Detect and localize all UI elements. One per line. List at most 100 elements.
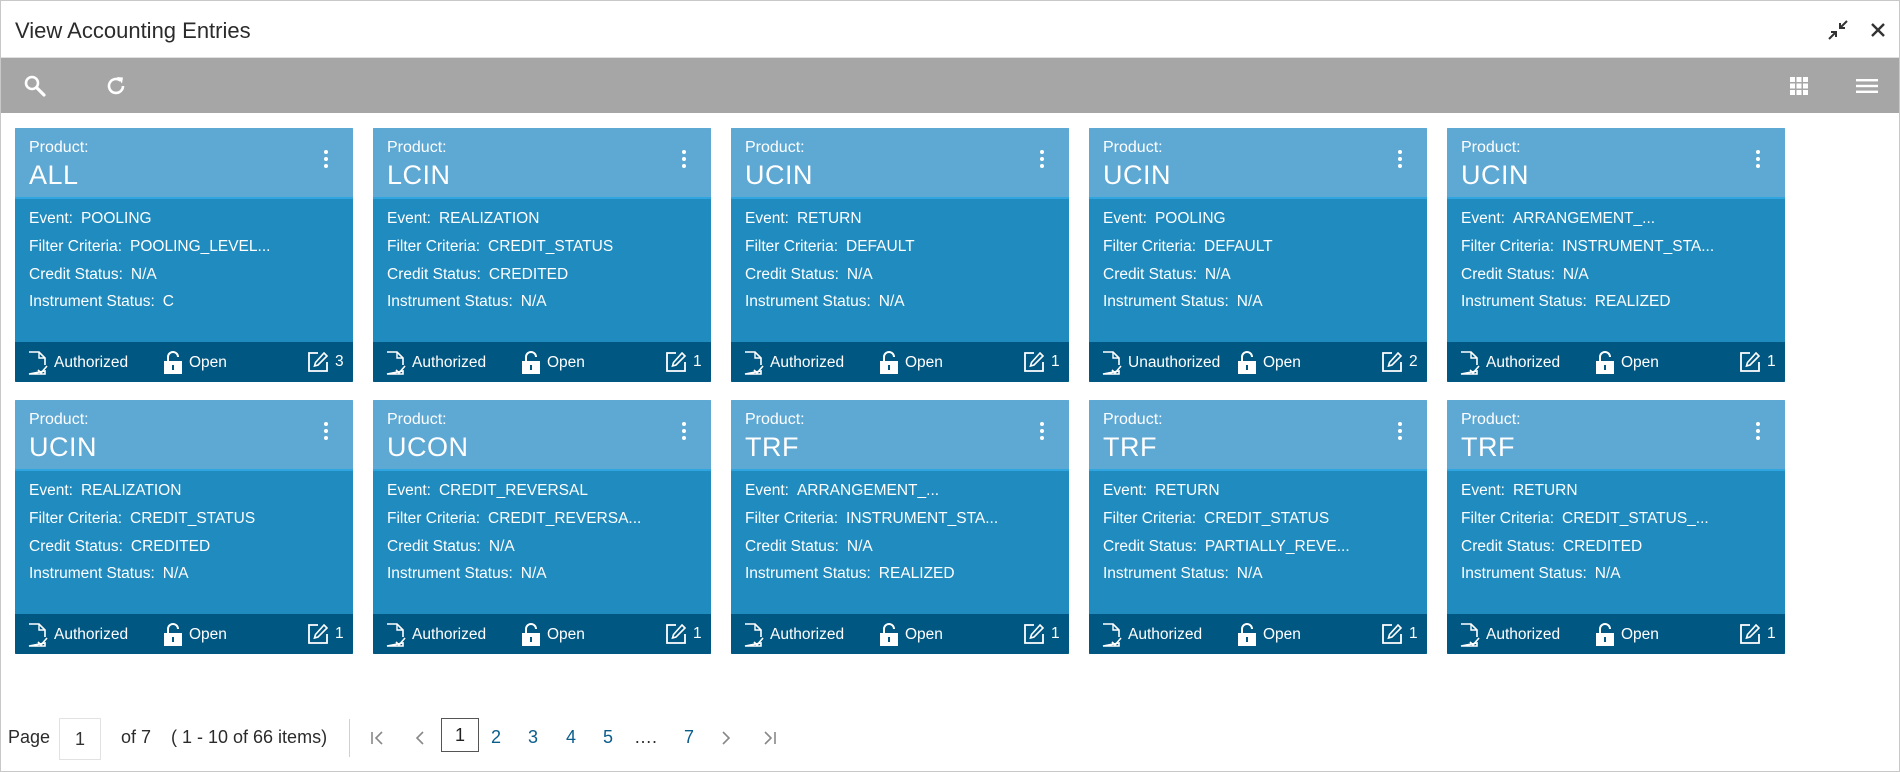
credit-status-label: Credit Status: — [387, 538, 481, 555]
credit-status-value: N/A — [1562, 266, 1589, 283]
filter-value: DEFAULT — [846, 238, 915, 255]
close-icon[interactable] — [1865, 17, 1891, 43]
product-value: TRF — [745, 432, 799, 462]
card-body: Event: CREDIT_REVERSAL Filter Criteria: CR… — [373, 473, 711, 614]
authorization-status-text: Authorized — [54, 354, 129, 371]
lock-status: Open — [1237, 351, 1301, 375]
instrument-status-label: Instrument Status: — [29, 565, 155, 582]
credit-status-value: N/A — [846, 266, 873, 283]
event-value: REALIZATION — [438, 210, 540, 227]
kebab-menu-icon[interactable] — [321, 420, 331, 442]
card-footer: Authorized Open 1 — [1089, 614, 1427, 654]
next-page-icon[interactable] — [715, 726, 737, 750]
credit-status-row: Credit Status: N/A — [745, 266, 873, 284]
instrument-status-row: Instrument Status: N/A — [387, 565, 547, 583]
kebab-menu-icon[interactable] — [1395, 148, 1405, 170]
edit-count[interactable]: 1 — [307, 623, 344, 645]
accounting-entry-card[interactable]: Product: UCIN Event: RETURN Filter Criter… — [731, 128, 1069, 382]
authorization-status: Authorized — [1100, 623, 1202, 647]
kebab-menu-icon[interactable] — [1037, 148, 1047, 170]
previous-page-icon[interactable] — [409, 726, 431, 750]
kebab-menu-icon[interactable] — [1753, 148, 1763, 170]
list-view-icon[interactable] — [1853, 72, 1881, 100]
document-status-icon — [744, 351, 764, 375]
event-row: Event: RETURN — [1461, 482, 1578, 500]
kebab-menu-icon[interactable] — [679, 420, 689, 442]
filter-row: Filter Criteria: DEFAULT — [1103, 238, 1273, 256]
first-page-icon[interactable] — [366, 726, 388, 750]
kebab-menu-icon[interactable] — [321, 148, 331, 170]
refresh-icon[interactable] — [102, 72, 130, 100]
page-7-button[interactable]: 7 — [684, 727, 695, 747]
filter-row: Filter Criteria: CREDIT_STATUS — [387, 238, 613, 256]
last-page-icon[interactable] — [759, 726, 781, 750]
authorization-status-text: Authorized — [1486, 626, 1561, 643]
accounting-entry-card[interactable]: Product: UCON Event: CREDIT_REVERSAL Filt… — [373, 400, 711, 654]
product-value: UCIN — [29, 432, 97, 462]
edit-count[interactable]: 1 — [1381, 623, 1418, 645]
kebab-menu-icon[interactable] — [1395, 420, 1405, 442]
page-of-label: of 7 — [121, 727, 152, 747]
credit-status-value: N/A — [488, 538, 515, 555]
unlock-icon — [164, 623, 182, 646]
grid-view-icon[interactable] — [1785, 72, 1813, 100]
toolbar — [1, 58, 1899, 113]
edit-icon — [308, 351, 329, 372]
document-status-icon — [1460, 351, 1480, 375]
kebab-menu-icon[interactable] — [679, 148, 689, 170]
page-3-button[interactable]: 3 — [528, 727, 539, 747]
card-footer: Authorized Open 1 — [1447, 614, 1785, 654]
instrument-status-label: Instrument Status: — [1461, 293, 1587, 310]
authorization-status: Authorized — [742, 351, 844, 375]
instrument-status-row: Instrument Status: REALIZED — [745, 565, 955, 583]
credit-status-label: Credit Status: — [745, 538, 839, 555]
document-status-icon — [386, 623, 406, 647]
lock-status-text: Open — [189, 626, 227, 643]
credit-status-value: CREDITED — [488, 266, 569, 283]
card-footer: Authorized Open 3 — [15, 342, 353, 382]
page-number-input[interactable] — [59, 718, 101, 760]
event-row: Event: RETURN — [745, 210, 862, 228]
lock-status-text: Open — [1263, 354, 1301, 371]
minimize-icon[interactable] — [1825, 17, 1851, 43]
lock-status-text: Open — [1263, 626, 1301, 643]
lock-status: Open — [1595, 623, 1659, 647]
edit-count[interactable]: 1 — [1739, 623, 1776, 645]
kebab-menu-icon[interactable] — [1753, 420, 1763, 442]
edit-count[interactable]: 2 — [1381, 351, 1418, 373]
pagination-ellipsis: …. — [634, 727, 658, 747]
event-value: POOLING — [1154, 210, 1226, 227]
accounting-entry-card[interactable]: Product: LCIN Event: REALIZATION Filter C… — [373, 128, 711, 382]
accounting-entry-card[interactable]: Product: UCIN Event: REALIZATION Filter C… — [15, 400, 353, 654]
authorization-status-text: Authorized — [412, 354, 487, 371]
accounting-entry-card[interactable]: Product: UCIN Event: POOLING Filter Crite… — [1089, 128, 1427, 382]
edit-count[interactable]: 1 — [665, 623, 702, 645]
page-2-button[interactable]: 2 — [491, 727, 502, 747]
edit-icon — [1740, 623, 1761, 644]
credit-status-row: Credit Status: CREDITED — [29, 538, 210, 556]
page-4-button[interactable]: 4 — [566, 727, 577, 747]
edit-icon — [308, 623, 329, 644]
instrument-status-row: Instrument Status: N/A — [1103, 565, 1263, 583]
accounting-entry-card[interactable]: Product: UCIN Event: ARRANGEMENT_... Filt… — [1447, 128, 1785, 382]
instrument-status-label: Instrument Status: — [1461, 565, 1587, 582]
filter-value: INSTRUMENT_STA... — [1562, 238, 1715, 255]
accounting-entry-card[interactable]: Product: TRF Event: RETURN Filter Criteri… — [1447, 400, 1785, 654]
filter-row: Filter Criteria: DEFAULT — [745, 238, 915, 256]
accounting-entry-card[interactable]: Product: ALL Event: POOLING Filter Criter… — [15, 128, 353, 382]
edit-count[interactable]: 3 — [307, 351, 344, 373]
search-icon[interactable] — [21, 72, 49, 100]
accounting-entry-card[interactable]: Product: TRF Event: ARRANGEMENT_... Filte… — [731, 400, 1069, 654]
accounting-entry-card[interactable]: Product: TRF Event: RETURN Filter Criteri… — [1089, 400, 1427, 654]
edit-count[interactable]: 1 — [1023, 623, 1060, 645]
event-label: Event: — [387, 482, 431, 499]
edit-count[interactable]: 1 — [1023, 351, 1060, 373]
event-label: Event: — [745, 482, 789, 499]
kebab-menu-icon[interactable] — [1037, 420, 1047, 442]
page-5-button[interactable]: 5 — [603, 727, 614, 747]
edit-count[interactable]: 1 — [1739, 351, 1776, 373]
page-1-button[interactable]: 1 — [441, 718, 479, 752]
instrument-status-value: C — [162, 293, 174, 310]
instrument-status-value: REALIZED — [1594, 293, 1671, 310]
edit-count[interactable]: 1 — [665, 351, 702, 373]
